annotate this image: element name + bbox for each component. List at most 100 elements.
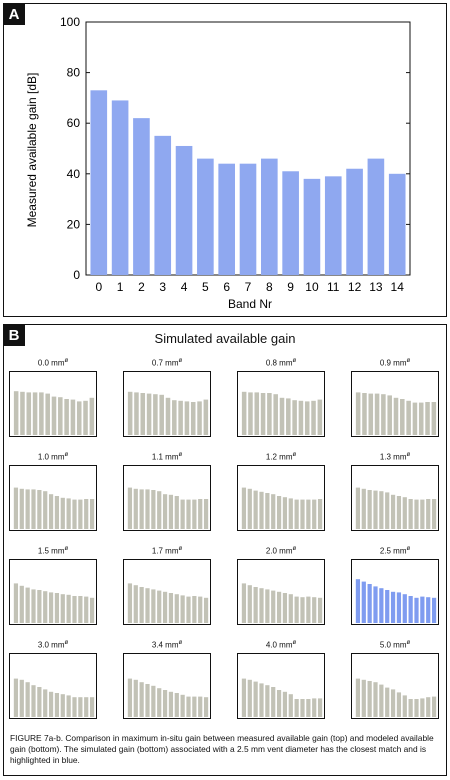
- small-bar: [60, 594, 65, 623]
- small-bar: [402, 695, 407, 717]
- small-bar: [317, 499, 323, 529]
- small-bar: [373, 682, 378, 717]
- small-chart-plot: [13, 391, 95, 435]
- small-chart-plot: [13, 583, 95, 623]
- small-chart-title: 4.0 mmø: [236, 640, 326, 650]
- small-bar: [412, 402, 418, 435]
- small-bar: [139, 587, 144, 623]
- small-bar: [306, 499, 311, 529]
- small-bar: [48, 494, 54, 529]
- small-chart-title: 0.0 mmø: [8, 358, 98, 368]
- small-bar: [13, 487, 19, 529]
- small-chart-plot: [241, 678, 323, 717]
- small-bar: [393, 397, 399, 435]
- small-bar: [51, 396, 57, 435]
- x-axis-label: Band Nr: [228, 297, 272, 311]
- small-bar: [260, 393, 266, 435]
- small-bar: [379, 684, 384, 717]
- small-chart-label: 0.8 mm: [265, 358, 293, 368]
- diameter-symbol: ø: [64, 358, 69, 364]
- small-bar: [294, 596, 299, 623]
- diameter-symbol: ø: [292, 640, 297, 646]
- small-bar: [133, 488, 138, 529]
- x-tick-label: 11: [327, 280, 340, 294]
- small-bar: [312, 698, 317, 717]
- small-bar: [267, 393, 272, 435]
- small-bar: [186, 499, 191, 529]
- small-chart-label: 1.1 mm: [151, 452, 179, 462]
- small-chart-3-0---: [9, 653, 97, 719]
- small-bar: [355, 678, 361, 717]
- small-bar: [282, 593, 288, 623]
- y-tick-label: 40: [67, 167, 81, 181]
- small-bar: [60, 694, 65, 717]
- small-chart-plot: [241, 487, 323, 529]
- small-bar: [241, 678, 247, 717]
- small-chart-4-0---: [237, 653, 325, 719]
- small-bar: [89, 597, 95, 623]
- small-bar: [127, 391, 133, 435]
- small-bar: [19, 488, 24, 529]
- small-chart-2-5---: [351, 559, 439, 625]
- small-bar: [312, 597, 317, 623]
- small-chart-0-0---: [9, 371, 97, 437]
- bar-band-10: [303, 178, 321, 275]
- small-bar: [276, 591, 282, 623]
- small-bar: [145, 684, 150, 717]
- small-bar: [253, 681, 258, 717]
- small-bar: [157, 491, 162, 529]
- small-chart-plot: [13, 487, 95, 529]
- small-bar: [265, 685, 270, 717]
- small-chart-title: 0.9 mmø: [350, 358, 440, 368]
- bar-band-8: [261, 158, 278, 275]
- diameter-symbol: ø: [64, 546, 69, 552]
- diameter-symbol: ø: [178, 546, 183, 552]
- small-bar: [294, 699, 299, 717]
- small-bar: [373, 490, 378, 529]
- diameter-symbol: ø: [178, 640, 183, 646]
- small-bar: [54, 593, 60, 623]
- small-bar: [198, 499, 203, 529]
- small-bar: [145, 489, 150, 529]
- small-chart-label: 1.7 mm: [151, 546, 179, 556]
- x-tick-label: 4: [181, 280, 188, 294]
- small-bar: [180, 499, 185, 529]
- small-bar: [84, 499, 89, 529]
- small-bar: [20, 391, 25, 435]
- small-chart-plot: [127, 678, 209, 717]
- small-bar: [373, 586, 378, 623]
- small-chart-label: 0.9 mm: [379, 358, 407, 368]
- small-chart-1-7---: [123, 559, 211, 625]
- figure-caption: FIGURE 7a-b. Comparison in maximum in-si…: [10, 733, 434, 765]
- small-bar: [414, 499, 419, 529]
- small-chart-plot: [127, 583, 209, 623]
- small-bar: [127, 487, 133, 529]
- small-bar: [190, 402, 196, 435]
- diameter-symbol: ø: [178, 358, 183, 364]
- bar-band-7: [239, 163, 257, 275]
- small-bar: [25, 489, 30, 529]
- bar-band-0: [90, 90, 108, 275]
- small-bar: [390, 494, 396, 529]
- small-chart-0-8---: [237, 371, 325, 437]
- panel-b-badge: B: [3, 324, 25, 346]
- small-bar: [133, 585, 138, 623]
- small-bar: [127, 678, 133, 717]
- small-bar: [78, 697, 83, 717]
- small-chart-1-0---: [9, 465, 97, 531]
- small-chart-label: 0.7 mm: [151, 358, 179, 368]
- small-bar: [43, 689, 48, 717]
- x-tick-label: 9: [287, 280, 294, 294]
- small-bar: [241, 487, 247, 529]
- small-bar: [406, 400, 411, 435]
- bar-band-12: [346, 168, 363, 275]
- small-bar: [31, 685, 36, 717]
- small-chart-plot: [355, 678, 437, 717]
- small-bar: [72, 499, 77, 529]
- bar-band-11: [324, 176, 342, 275]
- small-bar: [89, 697, 95, 717]
- small-bar: [361, 679, 366, 717]
- small-bar: [304, 401, 310, 435]
- small-bar: [64, 399, 69, 435]
